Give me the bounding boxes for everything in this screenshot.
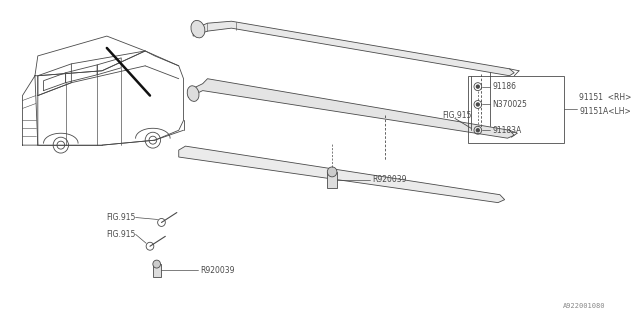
Polygon shape: [188, 79, 515, 138]
Circle shape: [476, 129, 479, 132]
Text: FIG.915: FIG.915: [442, 111, 472, 120]
Text: 91186: 91186: [492, 82, 516, 91]
Text: 91151  <RH>: 91151 <RH>: [579, 93, 632, 102]
Circle shape: [327, 167, 337, 177]
Ellipse shape: [188, 86, 199, 101]
Bar: [468, 76, 564, 143]
Text: R920039: R920039: [200, 266, 234, 275]
Text: N370025: N370025: [492, 100, 527, 109]
Ellipse shape: [191, 20, 205, 38]
Polygon shape: [193, 21, 515, 76]
Polygon shape: [179, 146, 505, 203]
Text: FIG.915: FIG.915: [106, 213, 136, 222]
Text: 91151A<LH>: 91151A<LH>: [579, 107, 631, 116]
Circle shape: [476, 103, 479, 106]
Bar: [327, 172, 337, 188]
Circle shape: [153, 260, 161, 268]
Text: 91183A: 91183A: [492, 126, 522, 135]
Bar: [153, 264, 161, 277]
Text: A922001080: A922001080: [563, 303, 605, 309]
Circle shape: [476, 85, 479, 88]
Text: FIG.915: FIG.915: [106, 230, 136, 239]
Text: R920039: R920039: [372, 175, 407, 184]
